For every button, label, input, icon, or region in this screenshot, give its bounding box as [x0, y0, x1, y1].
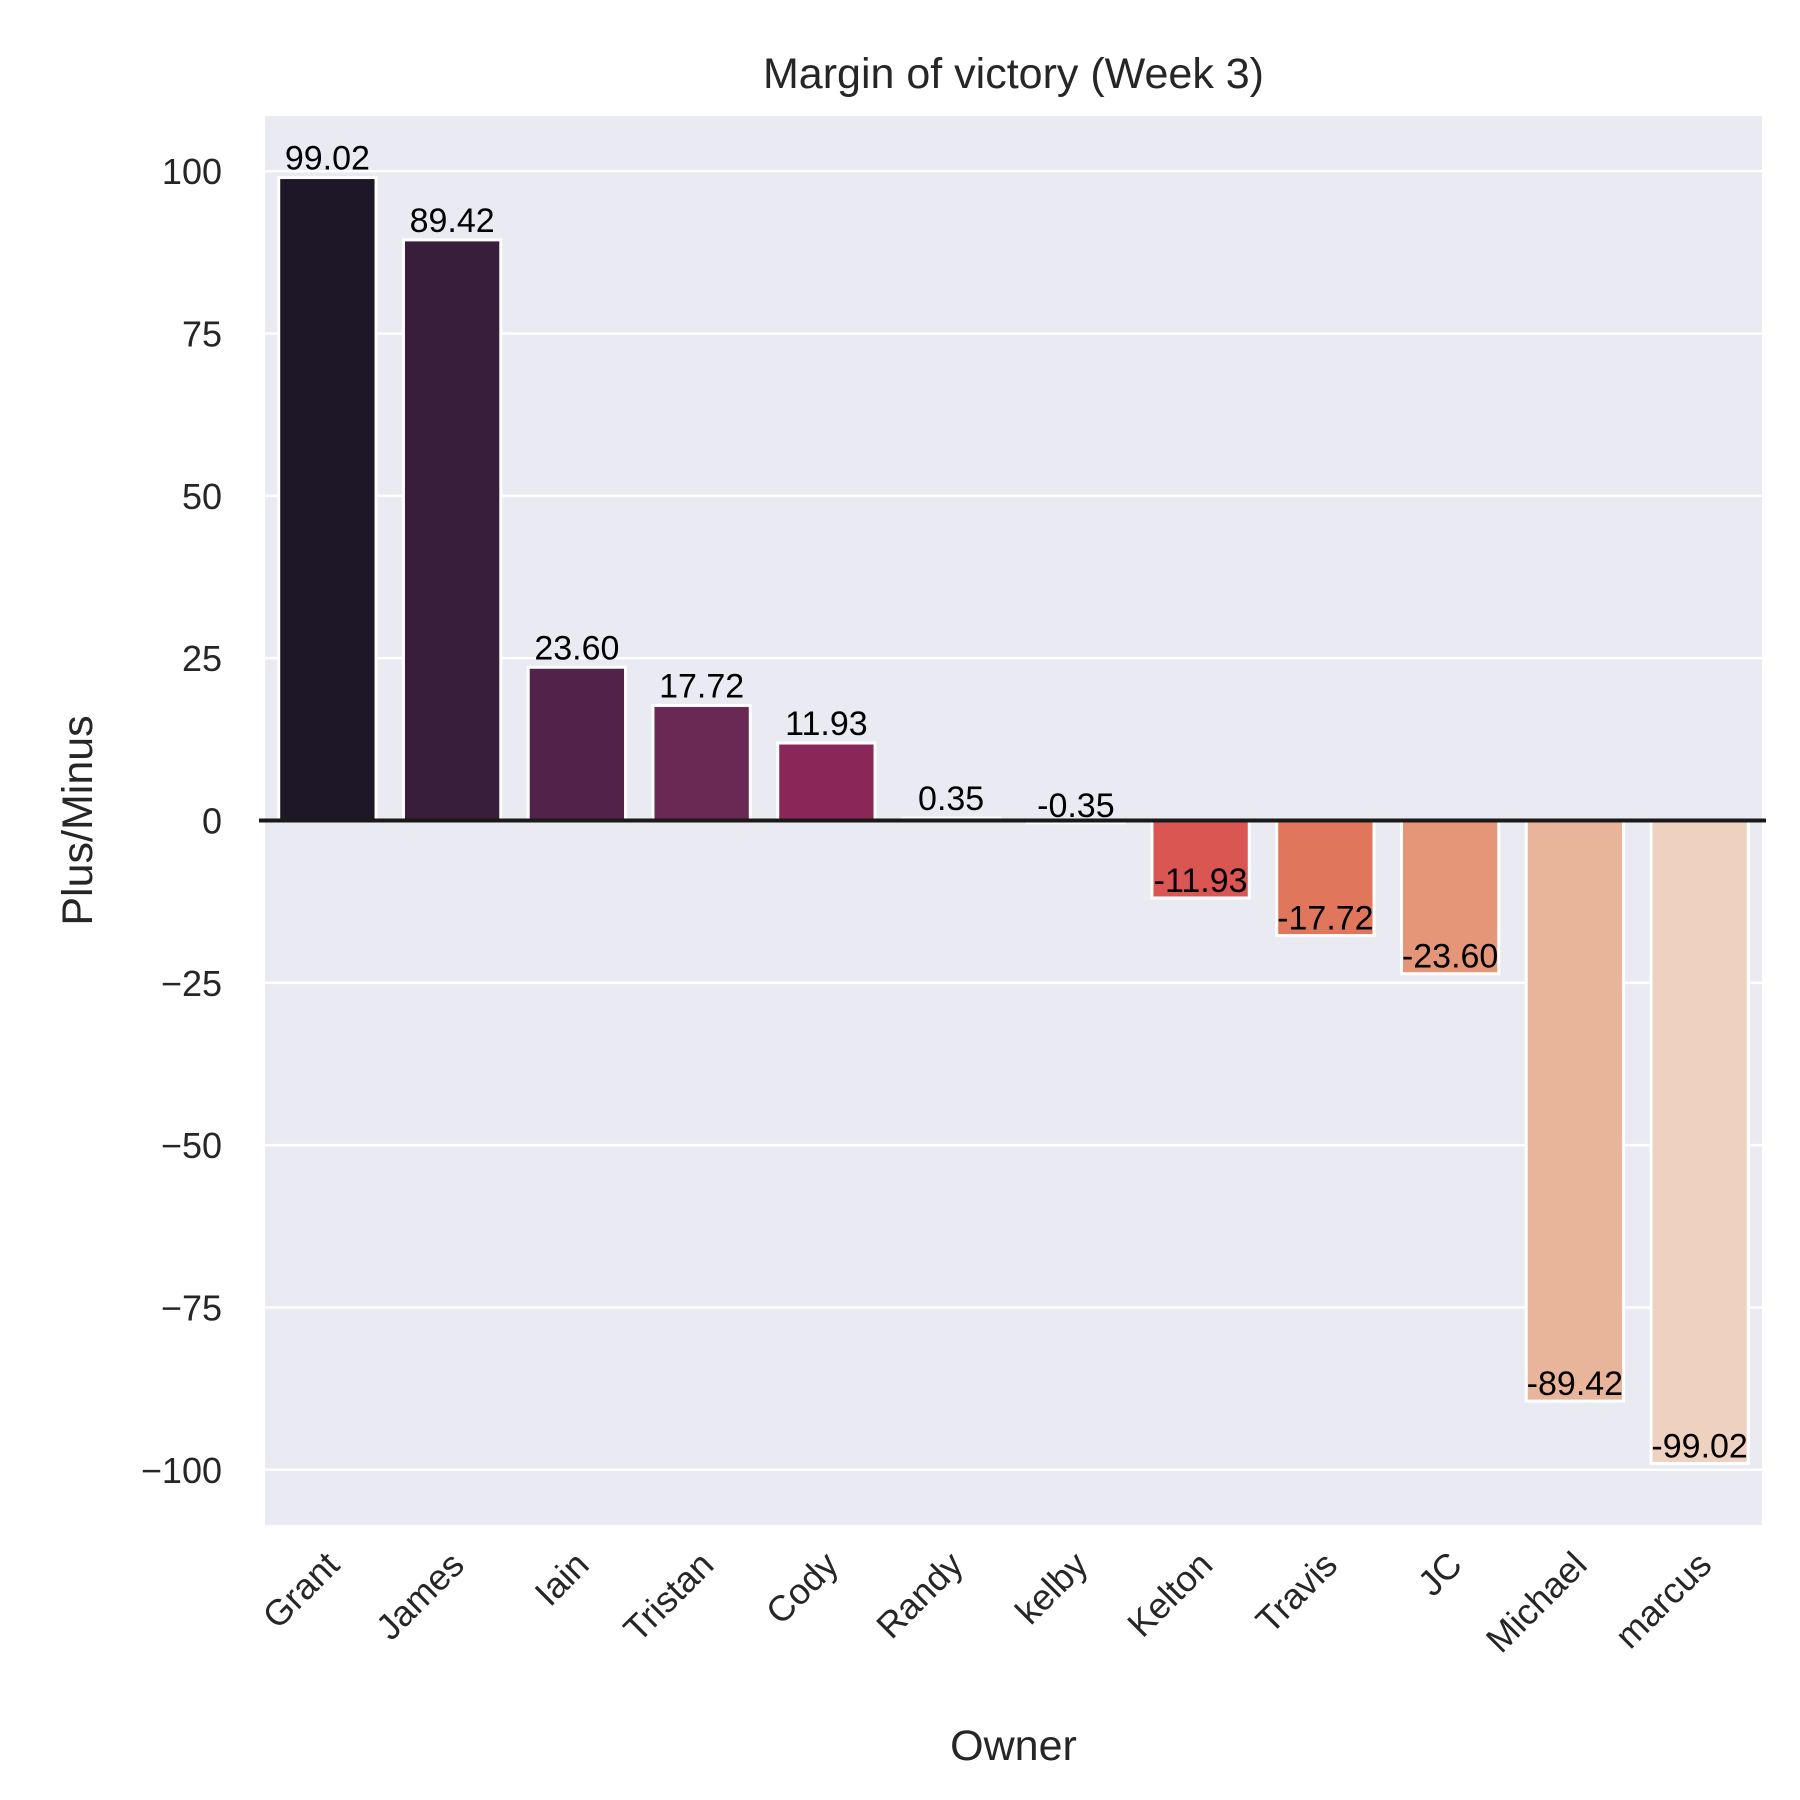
bar-grant	[277, 176, 378, 823]
data-label: -99.02	[1651, 1427, 1747, 1465]
data-label: -89.42	[1527, 1365, 1623, 1403]
y-tick-label: 50	[182, 476, 222, 517]
x-tick-label: Michael	[1478, 1544, 1595, 1661]
y-tick-label: −50	[161, 1125, 222, 1166]
y-tick-label: 75	[182, 314, 222, 355]
x-tick-label: Grant	[254, 1544, 347, 1637]
data-label: -23.60	[1402, 938, 1498, 976]
y-tick-label: 0	[202, 801, 222, 842]
x-tick-label: marcus	[1607, 1544, 1719, 1656]
data-label: 23.60	[534, 629, 619, 667]
bar-cody	[776, 741, 877, 823]
x-tick-label: James	[368, 1544, 472, 1648]
x-tick-label: Tristan	[615, 1544, 721, 1650]
data-label: -0.35	[1037, 787, 1115, 825]
y-tick-label: −75	[161, 1287, 222, 1328]
bar-james	[401, 238, 503, 822]
bars	[277, 176, 1750, 1465]
x-tick-label: Travis	[1248, 1544, 1345, 1641]
data-label: 17.72	[659, 667, 744, 705]
y-axis-label: Plus/Minus	[54, 715, 102, 925]
y-tick-label: 25	[182, 638, 222, 679]
bar-tristan	[651, 703, 752, 823]
x-tick-label: Kelton	[1119, 1544, 1220, 1645]
bar-michael	[1524, 819, 1626, 1403]
data-labels: 99.02 89.42 23.60 17.72 11.93 0.35 -0.35 -11.93…	[285, 140, 1748, 1466]
data-label: -17.72	[1277, 900, 1373, 938]
bar-marcus	[1649, 819, 1750, 1465]
x-tick-label: Iain	[526, 1544, 596, 1614]
y-tick-label: 100	[162, 151, 222, 192]
x-tick-label: JC	[1410, 1544, 1470, 1604]
data-label: -11.93	[1154, 862, 1248, 900]
grid	[265, 169, 1762, 1472]
y-tick-labels: 100 75 50 25 0 −25 −50 −75 −100	[141, 151, 222, 1491]
x-axis-label: Owner	[950, 1722, 1077, 1770]
data-label: 89.42	[410, 202, 495, 240]
x-tick-label: Cody	[758, 1544, 846, 1632]
bar-iain	[526, 665, 628, 822]
chart-title: Margin of victory (Week 3)	[763, 50, 1264, 98]
x-tick-label: kelby	[1007, 1544, 1095, 1632]
data-label: 0.35	[918, 780, 984, 818]
y-tick-label: −25	[161, 963, 222, 1004]
y-tick-label: −100	[141, 1450, 222, 1491]
data-label: 99.02	[285, 140, 370, 178]
x-tick-label: Randy	[868, 1544, 971, 1647]
x-tick-labels: Grant James Iain Tristan Cody Randy kelby Kelto…	[254, 1544, 1719, 1661]
data-label: 11.93	[785, 705, 868, 743]
